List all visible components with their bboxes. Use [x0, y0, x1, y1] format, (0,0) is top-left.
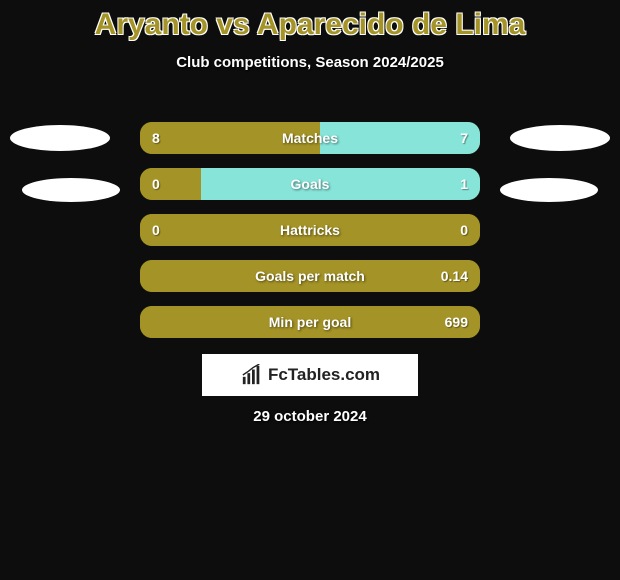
decorative-ellipse-left-1	[10, 125, 110, 151]
value-right: 1	[460, 176, 468, 192]
row-label: Matches	[282, 130, 338, 146]
value-left: 0	[152, 176, 160, 192]
date-text: 29 october 2024	[253, 408, 366, 425]
row-label: Min per goal	[269, 314, 351, 330]
comparison-row: 0.14 Goals per match	[140, 260, 480, 292]
page-title: Aryanto vs Aparecido de Lima	[0, 0, 620, 42]
row-label: Hattricks	[280, 222, 340, 238]
bar-right-fill	[320, 122, 480, 154]
value-right: 7	[460, 130, 468, 146]
value-right: 699	[445, 314, 468, 330]
value-right: 0.14	[441, 268, 468, 284]
comparison-row: 0 0 Hattricks	[140, 214, 480, 246]
decorative-ellipse-right-1	[510, 125, 610, 151]
value-left: 0	[152, 222, 160, 238]
comparison-row: 8 7 Matches	[140, 122, 480, 154]
value-left: 8	[152, 130, 160, 146]
bar-left-fill	[140, 168, 201, 200]
branding-box: FcTables.com	[202, 354, 418, 396]
row-label: Goals per match	[255, 268, 365, 284]
comparison-row: 699 Min per goal	[140, 306, 480, 338]
decorative-ellipse-left-2	[22, 178, 120, 202]
branding-text: FcTables.com	[268, 365, 380, 385]
value-right: 0	[460, 222, 468, 238]
row-label: Goals	[291, 176, 330, 192]
comparison-row: 0 1 Goals	[140, 168, 480, 200]
subtitle: Club competitions, Season 2024/2025	[0, 54, 620, 71]
chart-icon	[240, 364, 264, 386]
bar-right-fill	[201, 168, 480, 200]
decorative-ellipse-right-2	[500, 178, 598, 202]
comparison-chart: 8 7 Matches 0 1 Goals 0 0 Hattricks 0.14 Goals per…	[140, 122, 480, 352]
